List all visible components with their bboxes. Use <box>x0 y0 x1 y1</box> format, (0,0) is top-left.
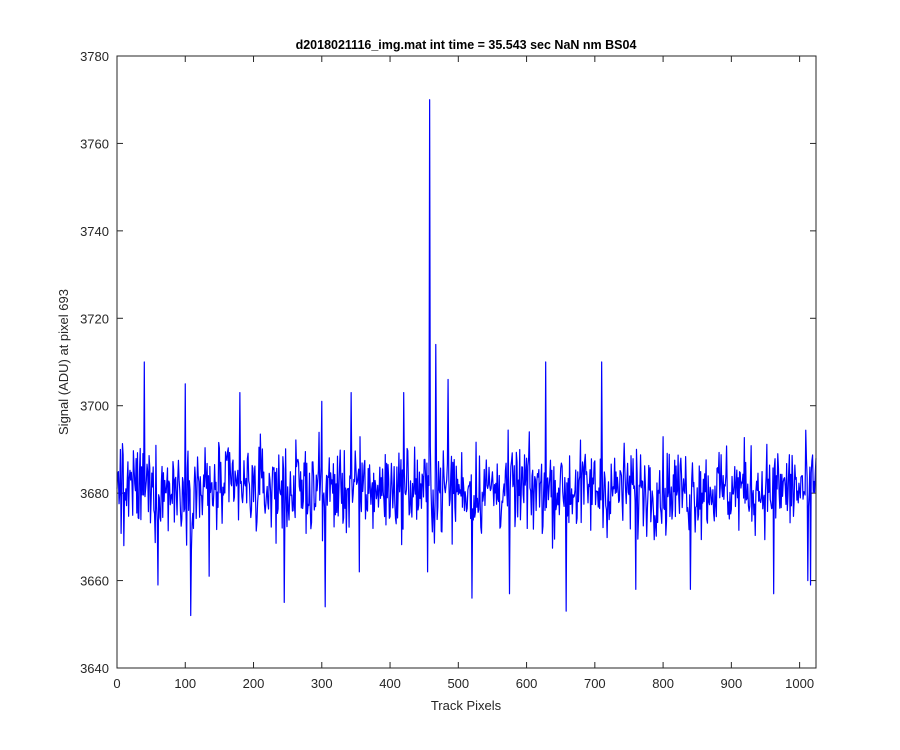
y-tick-label: 3720 <box>80 311 109 326</box>
x-tick-label: 100 <box>174 676 196 691</box>
y-tick-label: 3740 <box>80 224 109 239</box>
axes-background <box>117 56 816 668</box>
x-tick-label: 900 <box>721 676 743 691</box>
x-tick-label: 1000 <box>785 676 814 691</box>
x-tick-label: 800 <box>652 676 674 691</box>
signal-line <box>116 99 817 617</box>
x-axis: 0 100 200 300 400 500 600 700 800 900 1000 <box>113 56 814 691</box>
y-axis: 3640 3660 3680 3700 3720 3740 3760 3780 <box>80 49 816 676</box>
y-axis-label: Signal (ADU) at pixel 693 <box>56 289 71 435</box>
x-tick-label: 200 <box>243 676 265 691</box>
x-tick-label: 500 <box>447 676 469 691</box>
x-tick-label: 700 <box>584 676 606 691</box>
y-tick-label: 3640 <box>80 661 109 676</box>
y-tick-label: 3780 <box>80 49 109 64</box>
x-tick-label: 600 <box>516 676 538 691</box>
y-tick-label: 3680 <box>80 486 109 501</box>
y-tick-label: 3700 <box>80 399 109 414</box>
axes-box <box>116 55 817 669</box>
y-tick-label: 3760 <box>80 136 109 151</box>
chart-title: d2018021116_img.mat int time = 35.543 se… <box>296 38 637 52</box>
x-tick-label: 0 <box>113 676 120 691</box>
y-tick-label: 3660 <box>80 574 109 589</box>
x-tick-label: 400 <box>379 676 401 691</box>
x-axis-label: Track Pixels <box>431 698 502 713</box>
x-tick-label: 300 <box>311 676 333 691</box>
plot-area: 0 100 200 300 400 500 600 700 800 900 1000 3640 366… <box>80 49 817 691</box>
